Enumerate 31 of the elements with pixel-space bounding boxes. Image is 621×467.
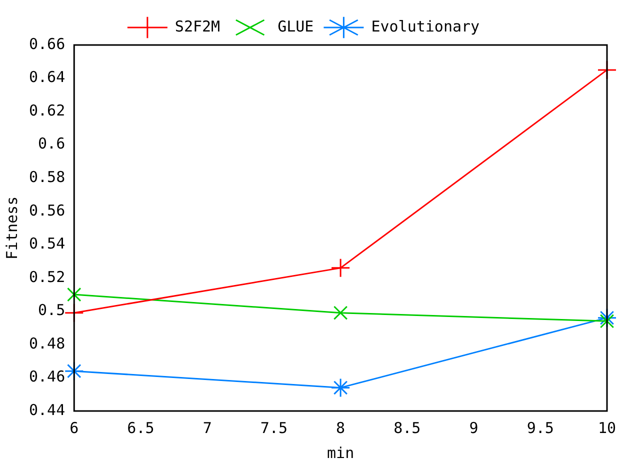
y-tick-label: 0.5 [38, 301, 66, 320]
y-tick-label: 0.64 [29, 68, 66, 86]
x-tick-label: 10 [598, 418, 616, 437]
legend-label: Evolutionary [371, 17, 480, 36]
y-tick-label: 0.46 [29, 368, 66, 386]
y-tick-label: 0.66 [29, 34, 66, 53]
x-tick-label: 7 [202, 418, 212, 437]
y-tick-label: 0.52 [29, 268, 66, 286]
x-tick-label: 8 [336, 418, 346, 437]
x-tick-label: 8.5 [394, 418, 421, 437]
x-tick-label: 7.5 [260, 418, 288, 437]
x-tick-label: 6.5 [127, 418, 154, 437]
y-tick-label: 0.44 [29, 400, 66, 419]
legend-label: GLUE [278, 17, 314, 36]
point [330, 378, 350, 398]
point [67, 287, 82, 302]
y-tick-label: 0.62 [29, 101, 66, 120]
legend-label: S2F2M [174, 17, 220, 36]
y-axis-title: Fitness [2, 196, 21, 260]
y-tick-label: 0.58 [29, 168, 66, 186]
point [333, 306, 348, 320]
y-tick-label: 0.54 [29, 234, 66, 253]
point [330, 258, 350, 278]
y-tick-label: 0.6 [38, 134, 66, 153]
y-tick-label: 0.48 [29, 334, 66, 352]
point [600, 314, 614, 328]
x-tick-label: 9 [469, 418, 478, 437]
y-tick-label: 0.56 [29, 201, 66, 220]
x-tick-label: 6 [70, 418, 79, 437]
x-tick-label: 9.5 [526, 418, 554, 437]
x-axis-title: min [327, 444, 354, 462]
